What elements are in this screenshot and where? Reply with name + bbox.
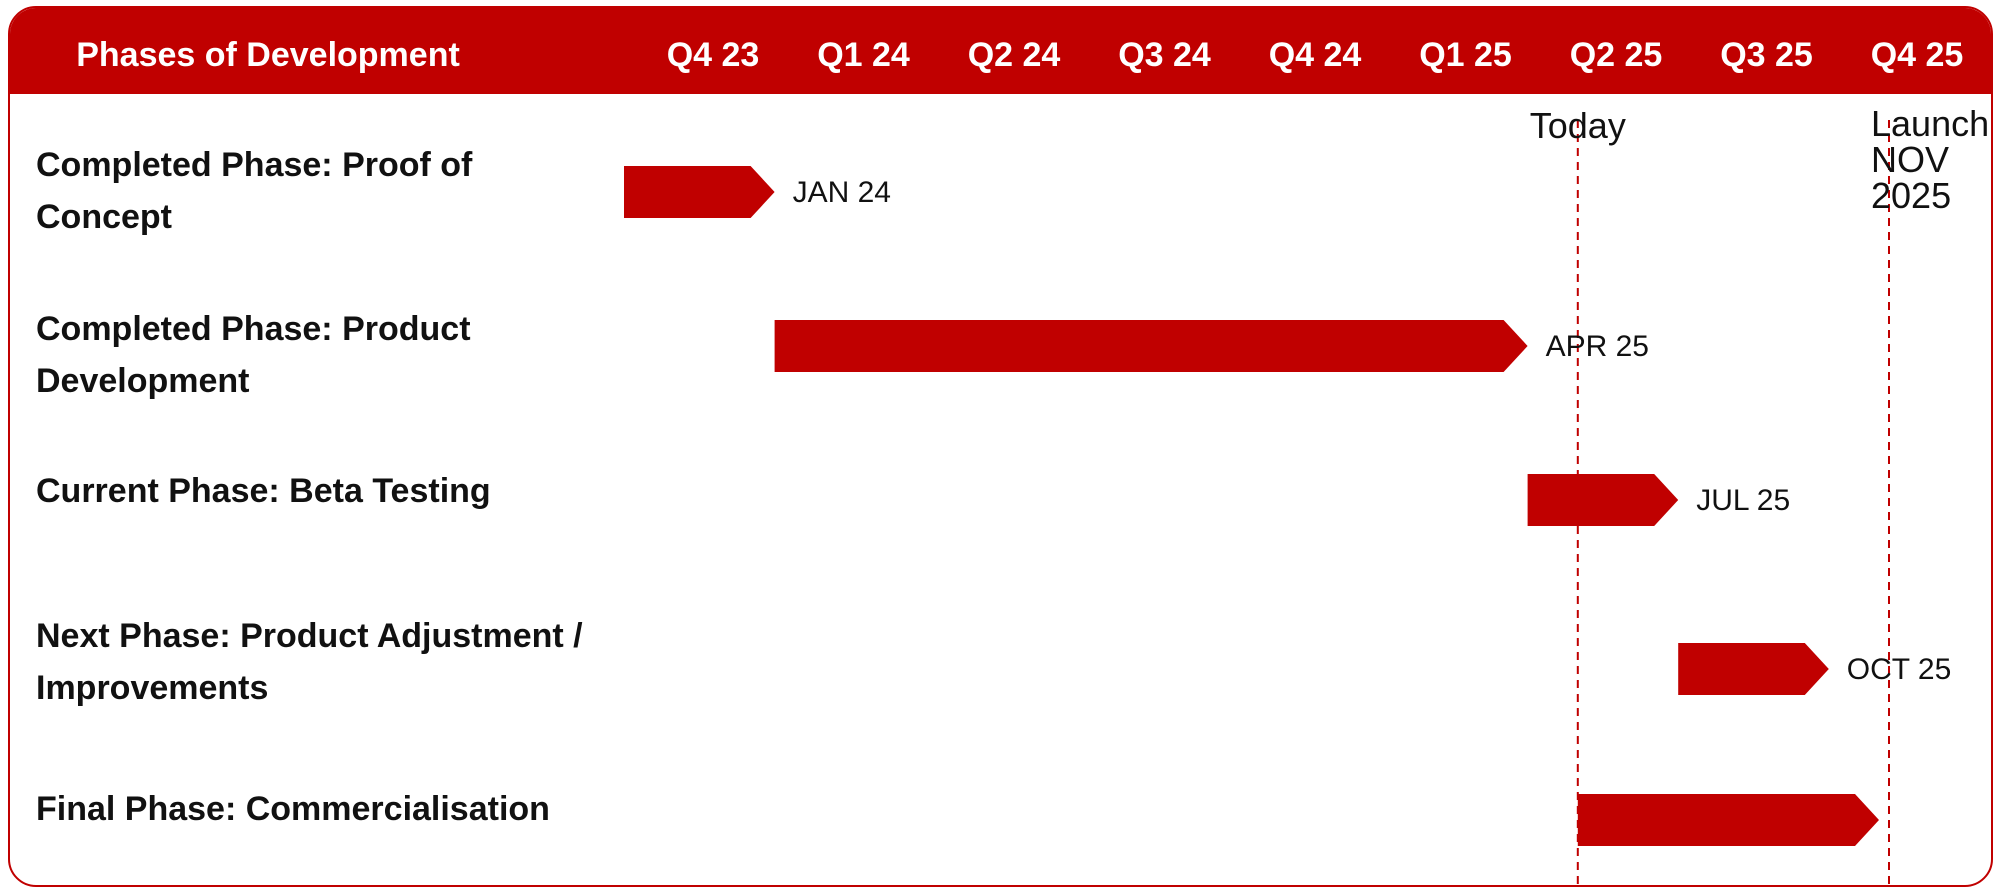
phase-label: Final Phase: Commercialisation [36,790,550,828]
quarter-label: Q3 24 [1118,36,1211,74]
quarter-label: Q4 23 [667,36,760,74]
header-band [10,8,1991,94]
quarter-label: Q1 25 [1419,36,1512,74]
phase-label: Improvements [36,669,268,707]
phase-label: Next Phase: Product Adjustment / [36,617,583,655]
marker-label: Today [1530,105,1626,146]
phase-label: Completed Phase: Product [36,310,471,348]
phase-label: Development [36,362,250,400]
phase-label: Current Phase: Beta Testing [36,472,491,510]
marker-label: 2025 [1871,175,1951,216]
quarter-label: Q2 25 [1570,36,1663,74]
gantt-chart-frame: Phases of Development Q4 23 Q1 24 Q2 24 Q3 2… [8,6,1993,887]
phase-end-label: JAN 24 [793,176,891,209]
chart-title: Phases of Development [76,36,460,74]
phase-label: Completed Phase: Proof of [36,146,473,184]
phase-label: Concept [36,198,172,236]
quarter-label: Q3 25 [1720,36,1813,74]
quarter-label: Q4 25 [1871,36,1964,74]
marker-label: NOV [1871,139,1949,180]
phase-bar [1527,474,1679,526]
phase-bar [774,320,1528,372]
phase-end-label: JUL 25 [1696,484,1790,517]
quarter-label: Q1 24 [817,36,910,74]
phase-end-label: OCT 25 [1847,653,1952,686]
phase-bar [624,166,775,218]
phase-bar [1678,643,1829,695]
quarter-label: Q2 24 [968,36,1061,74]
marker-label: Launch [1871,103,1989,144]
gantt-chart: Phases of Development Q4 23 Q1 24 Q2 24 Q3 2… [10,8,1991,885]
phase-bar [1577,794,1879,846]
phase-end-label: APR 25 [1546,330,1649,363]
quarter-label: Q4 24 [1269,36,1362,74]
